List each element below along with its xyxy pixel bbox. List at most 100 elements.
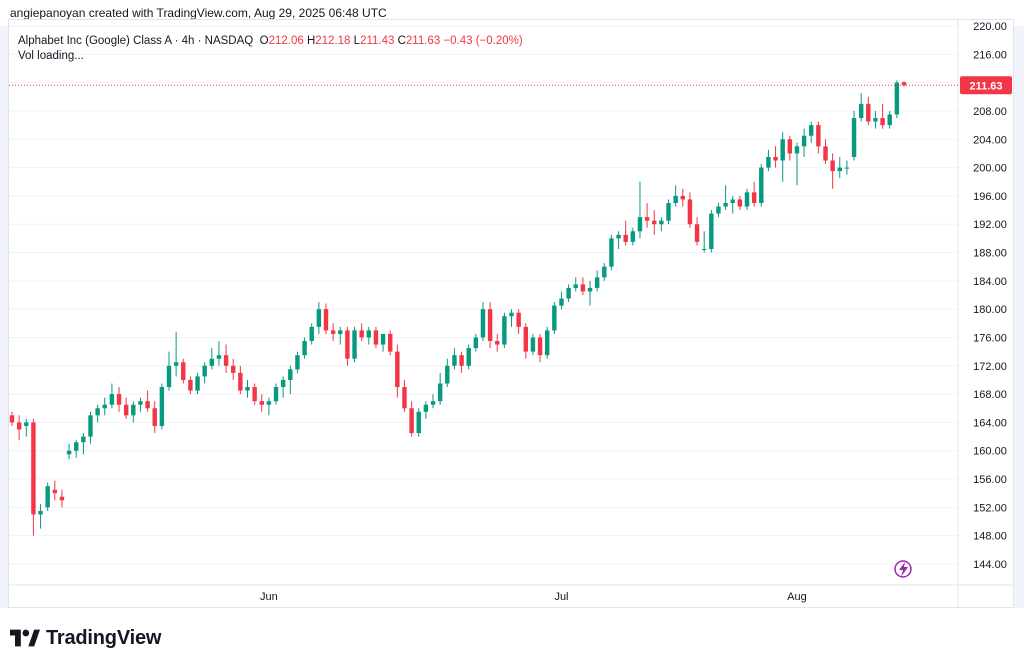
candle-body [395,351,400,388]
candle-body [309,326,314,342]
candle-body [273,387,279,402]
candle-body [173,362,179,366]
candle-body [623,234,628,242]
y-tick-label: 152.00 [973,502,1007,514]
candle-body [216,355,222,359]
candle-body [95,408,100,416]
candle-body [701,248,707,250]
low-label: L [353,35,361,47]
y-tick-label: 156.00 [973,474,1007,486]
y-tick-label: 172.00 [973,361,1007,373]
candle-body [9,415,15,423]
candle-body [31,422,36,515]
candle-body [687,199,693,225]
candle-body [123,404,129,416]
candle-body [816,125,821,147]
candle-body [644,217,650,221]
candle-body [252,387,257,402]
candle-body [445,365,450,384]
candle-body [66,450,72,455]
candle-body [587,287,593,292]
candle-body [858,103,864,119]
y-tick-label: 204.00 [973,134,1007,146]
candle-body [366,330,372,338]
candle-body [202,365,207,377]
candle-body [830,160,835,172]
candle-body [195,376,200,391]
candle-body [295,355,300,370]
candle-body [373,330,379,345]
candle-body [666,202,671,221]
y-tick-label: 176.00 [973,332,1007,344]
candle-body [659,220,664,225]
y-tick-label: 164.00 [973,417,1007,429]
open-label: O [259,35,269,47]
candle-body [316,309,322,327]
candle-body [516,312,521,327]
tradingview-logo[interactable]: TradingView [10,626,161,650]
candle-body [280,379,286,388]
candle-body [437,383,443,402]
candle-body [766,156,771,168]
candle-body [609,238,614,267]
lightning-icon[interactable] [894,560,912,578]
candle-body [409,408,414,434]
candle-body [259,401,264,405]
candle-body [544,330,550,356]
candle-body [402,387,407,409]
low-value: 211.43 [360,35,395,47]
y-tick-label: 216.00 [973,49,1007,61]
candle-body [552,305,557,331]
candle-body [181,362,186,380]
y-tick-label: 188.00 [973,248,1007,260]
candle-body [116,394,122,405]
y-tick-label: 180.00 [973,304,1007,316]
candle-body [387,333,393,352]
candle-body [338,330,343,334]
candle-body [866,103,871,122]
candle-body [602,266,607,278]
candle-body [466,348,471,366]
candle-body [238,372,243,391]
candle-body [423,404,429,412]
candle-body [473,337,479,349]
y-tick-label: 168.00 [973,389,1007,401]
candle-body [894,82,900,115]
tradingview-logo-icon [10,629,40,647]
close-label: C [397,35,406,47]
y-tick-label: 208.00 [973,106,1007,118]
high-value: 212.18 [315,35,351,47]
candle-body [630,231,636,242]
candle-body [209,358,215,366]
last-price-label: 211.63 [969,80,1002,92]
candle-body [844,167,850,169]
candle-body [16,422,22,430]
candle-body [566,287,571,299]
candle-body [652,220,657,225]
y-tick-label: 184.00 [973,276,1007,288]
candle-body [166,365,172,388]
candle-body [787,139,793,154]
candle-body [723,202,728,207]
candle-body [231,365,236,373]
candle-body [730,199,735,203]
x-tick-label: Aug [787,591,807,603]
candlestick-chart[interactable]: 220.00216.00212.00208.00204.00200.00196.… [0,0,1024,608]
y-tick-label: 196.00 [973,191,1007,203]
candle-body [673,195,678,203]
candle-body [716,206,721,214]
candle-body [594,277,600,288]
candle-body [537,337,543,356]
candle-body [480,309,486,338]
candle-body [81,436,86,443]
legend: Alphabet Inc (Google) Class A · 4h · NAS… [18,33,523,49]
y-tick-label: 160.00 [973,446,1007,458]
candle-body [359,330,364,338]
candle-body [330,330,336,334]
last-price-badge [960,76,1012,95]
candle-body [152,408,157,426]
symbol-name[interactable]: Alphabet Inc (Google) Class A · 4h · NAS… [18,35,254,47]
candle-body [737,199,743,207]
candle-body [495,341,500,345]
candle-body [502,316,507,345]
